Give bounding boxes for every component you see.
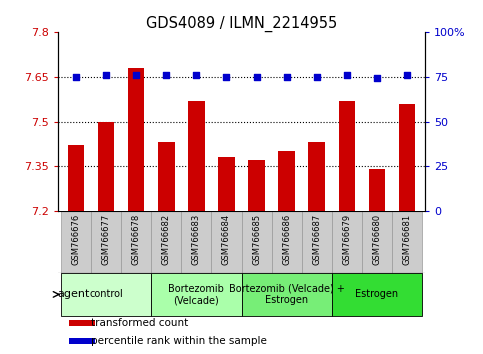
- Point: [343, 72, 351, 78]
- Bar: [68, 145, 85, 211]
- Bar: [242, 273, 332, 316]
- Text: agent: agent: [57, 290, 90, 299]
- Text: GSM766676: GSM766676: [71, 214, 81, 266]
- Bar: [248, 160, 265, 211]
- Bar: [362, 211, 392, 273]
- Text: Bortezomib (Velcade) +
Estrogen: Bortezomib (Velcade) + Estrogen: [228, 284, 344, 305]
- Point: [253, 74, 260, 80]
- Bar: [181, 211, 212, 273]
- Bar: [69, 320, 96, 326]
- Bar: [278, 152, 295, 211]
- Point: [313, 74, 321, 80]
- Bar: [69, 338, 96, 343]
- Bar: [392, 211, 422, 273]
- Text: Estrogen: Estrogen: [355, 290, 398, 299]
- Point: [403, 72, 411, 78]
- Text: GSM766678: GSM766678: [132, 214, 141, 266]
- Point: [102, 72, 110, 78]
- Bar: [302, 211, 332, 273]
- Bar: [309, 142, 325, 211]
- Bar: [91, 211, 121, 273]
- Text: transformed count: transformed count: [91, 318, 188, 328]
- Bar: [332, 273, 422, 316]
- Bar: [61, 211, 91, 273]
- Bar: [188, 101, 205, 211]
- Text: GSM766687: GSM766687: [312, 214, 321, 266]
- Bar: [212, 211, 242, 273]
- Text: GSM766685: GSM766685: [252, 214, 261, 266]
- Text: GSM766682: GSM766682: [162, 214, 171, 266]
- Text: GSM766684: GSM766684: [222, 214, 231, 266]
- Bar: [128, 68, 144, 211]
- Bar: [98, 121, 114, 211]
- Text: GSM766683: GSM766683: [192, 214, 201, 266]
- Bar: [398, 104, 415, 211]
- Text: GSM766686: GSM766686: [282, 214, 291, 266]
- Point: [223, 74, 230, 80]
- Text: GSM766681: GSM766681: [402, 214, 412, 266]
- Bar: [271, 211, 302, 273]
- Bar: [151, 273, 242, 316]
- Bar: [121, 211, 151, 273]
- Text: percentile rank within the sample: percentile rank within the sample: [91, 336, 267, 346]
- Point: [72, 74, 80, 80]
- Text: GSM766679: GSM766679: [342, 214, 351, 266]
- Text: GSM766677: GSM766677: [101, 214, 111, 266]
- Bar: [369, 169, 385, 211]
- Title: GDS4089 / ILMN_2214955: GDS4089 / ILMN_2214955: [146, 16, 337, 32]
- Text: GSM766680: GSM766680: [372, 214, 382, 266]
- Point: [283, 74, 290, 80]
- Point: [162, 72, 170, 78]
- Bar: [339, 101, 355, 211]
- Bar: [242, 211, 271, 273]
- Bar: [61, 273, 151, 316]
- Point: [132, 72, 140, 78]
- Text: control: control: [89, 290, 123, 299]
- Bar: [218, 158, 235, 211]
- Bar: [151, 211, 181, 273]
- Text: Bortezomib
(Velcade): Bortezomib (Velcade): [169, 284, 224, 305]
- Bar: [332, 211, 362, 273]
- Point: [373, 76, 381, 81]
- Point: [193, 72, 200, 78]
- Bar: [158, 142, 174, 211]
